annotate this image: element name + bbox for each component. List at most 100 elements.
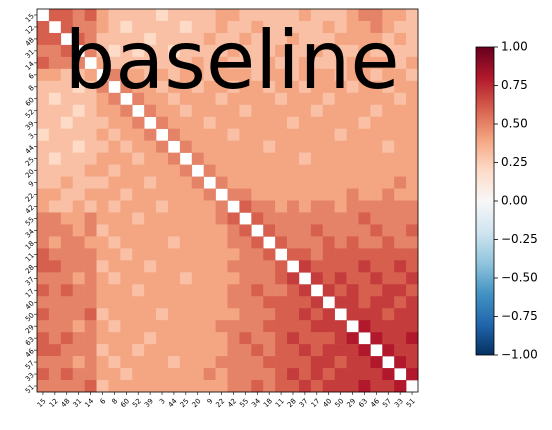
heatmap-cell [179,284,193,297]
heatmap-cell [156,296,169,309]
heatmap-cell [167,272,181,285]
heatmap-cell [346,380,359,393]
heatmap-cell [215,308,228,321]
heatmap-cell [37,296,50,309]
heatmap-cell [96,152,109,165]
heatmap-cell [370,68,383,82]
x-tick-label: 44 [167,397,179,409]
x-tick-label: 31 [72,397,84,409]
heatmap-cell [370,20,383,34]
heatmap-cell [334,224,347,237]
heatmap-cell [310,368,324,381]
heatmap-cell [406,308,419,321]
heatmap-cell [370,332,383,345]
heatmap-cell [60,188,74,201]
heatmap-cell [334,296,347,309]
heatmap-cell [251,248,264,261]
heatmap-cell [60,236,74,249]
heatmap-cell [144,272,157,285]
heatmap-cell [370,236,383,249]
heatmap-cell [310,20,324,34]
heatmap-cell [346,344,359,357]
heatmap-cell [120,188,133,201]
heatmap-cell [84,44,97,58]
heatmap-cell [48,236,62,249]
heatmap-cell [334,176,347,189]
heatmap-cell [120,9,133,22]
heatmap-cell [298,344,312,357]
heatmap-cell [215,32,228,46]
heatmap-cell [203,224,216,237]
heatmap-cell [406,344,419,357]
heatmap-cell [275,212,288,225]
heatmap-cell [322,308,335,321]
heatmap-cell [251,356,264,369]
y-tick-label: 55 [24,216,36,228]
heatmap-cell [382,368,395,381]
heatmap-cell [37,116,50,129]
heatmap-cell [48,296,62,309]
heatmap-cell [310,104,324,118]
heatmap-cell [263,176,276,189]
heatmap-cell [37,320,50,333]
heatmap-cell [203,80,216,94]
heatmap-cell [48,200,62,213]
heatmap-cell [382,212,395,225]
heatmap-cell [120,20,133,34]
heatmap-cell [275,116,288,129]
heatmap-cell [275,152,288,165]
heatmap-cell [346,9,359,22]
heatmap-cell [156,260,169,273]
heatmap-cell [48,188,62,201]
heatmap-cell [203,368,216,381]
heatmap-cell [322,248,335,261]
heatmap-cell [108,140,121,153]
heatmap-cell [310,380,324,393]
heatmap-cell [179,308,193,321]
heatmap-cell [179,296,193,309]
heatmap-cell [227,296,240,309]
heatmap-cell [334,200,347,213]
heatmap-cell [358,344,371,357]
heatmap-cell [167,56,181,70]
heatmap-cell [287,320,300,333]
heatmap-cell [322,320,335,333]
heatmap-cell [263,152,276,165]
heatmap-cell [179,56,193,70]
heatmap-cell [144,308,157,321]
heatmap-cell [108,356,121,369]
heatmap-cell [239,44,252,58]
heatmap-cell [37,20,50,34]
heatmap-cell [215,56,228,70]
heatmap-cell [96,248,109,261]
heatmap-cell [203,116,216,129]
heatmap-cell [263,56,276,70]
heatmap-cell [108,344,121,357]
heatmap-cell [322,9,335,22]
heatmap-cell [287,296,300,309]
heatmap-cell [382,9,395,22]
heatmap-cell [84,140,97,153]
heatmap-cell [191,128,204,141]
heatmap-cell [72,260,85,273]
heatmap-cell [215,176,228,189]
heatmap-cell [239,344,252,357]
heatmap-cell [370,188,383,201]
heatmap-cell [310,164,324,177]
heatmap-cell [382,20,395,34]
y-tick-label: 31 [24,48,36,60]
heatmap-cell [370,164,383,177]
heatmap-cell [263,356,276,369]
heatmap-cell [120,80,133,94]
x-tick-label: 6 [98,397,107,406]
heatmap-cell [406,20,419,34]
heatmap-cell [191,32,204,46]
heatmap-cell [263,380,276,393]
heatmap-cell [156,188,169,201]
heatmap-cell [239,20,252,34]
heatmap-cell [370,152,383,165]
heatmap-cell [167,296,181,309]
heatmap-cell [72,380,85,393]
heatmap-cell [287,152,300,165]
heatmap-cell [108,236,121,249]
